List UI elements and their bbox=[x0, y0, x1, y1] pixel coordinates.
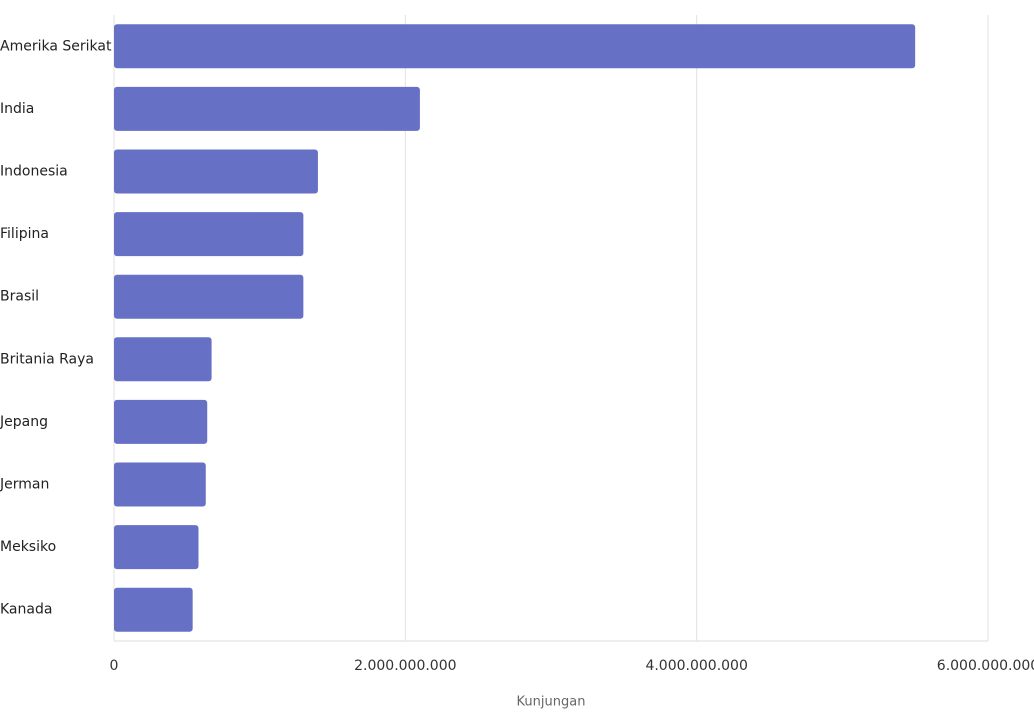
bar bbox=[114, 587, 193, 632]
y-tick-label: Kanada bbox=[0, 602, 52, 618]
y-tick-label: Amerika Serikat bbox=[0, 38, 112, 54]
bar bbox=[114, 149, 318, 194]
x-axis-title: Kunjungan bbox=[517, 695, 586, 710]
y-tick-label: Filipina bbox=[0, 226, 49, 242]
y-tick-label: India bbox=[0, 101, 34, 117]
bar bbox=[114, 462, 206, 507]
y-tick-label: Brasil bbox=[0, 289, 39, 305]
bar bbox=[114, 274, 304, 319]
bar bbox=[114, 337, 212, 382]
x-tick-label: 0 bbox=[110, 658, 119, 674]
bar bbox=[114, 399, 208, 444]
bar bbox=[114, 86, 420, 131]
x-tick-label: 6.000.000.000 bbox=[937, 658, 1034, 674]
bar bbox=[114, 525, 199, 570]
y-tick-label: Jerman bbox=[0, 477, 49, 493]
x-tick-label: 4.000.000.000 bbox=[645, 658, 747, 674]
bar bbox=[114, 24, 916, 69]
y-tick-label: Meksiko bbox=[0, 539, 56, 555]
y-tick-label: Indonesia bbox=[0, 164, 68, 180]
y-tick-label: Jepang bbox=[0, 414, 48, 430]
bar bbox=[114, 212, 304, 257]
x-tick-label: 2.000.000.000 bbox=[354, 658, 456, 674]
y-tick-label: Britania Raya bbox=[0, 351, 94, 367]
